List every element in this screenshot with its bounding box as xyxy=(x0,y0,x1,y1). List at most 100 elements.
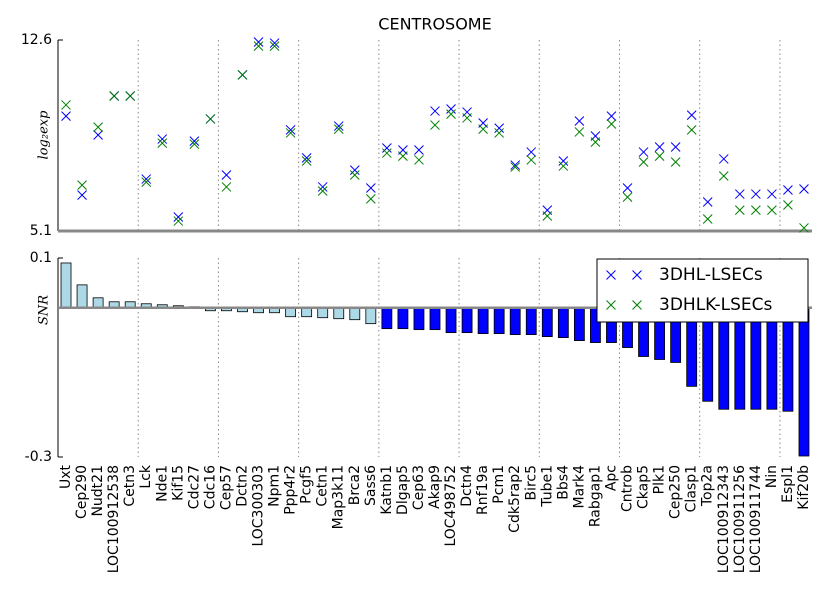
bar xyxy=(782,307,794,412)
y-tick-label: 12.6 xyxy=(21,32,52,48)
x-tick-label: Cntrob xyxy=(620,465,636,512)
marker xyxy=(189,136,200,146)
marker xyxy=(173,216,184,226)
bar xyxy=(557,307,569,339)
marker xyxy=(253,41,264,51)
marker xyxy=(446,109,456,119)
x-tick-label: Cep290 xyxy=(74,465,90,519)
x-tick-label: Nudt21 xyxy=(90,465,106,517)
x-tick-label: Cdc16 xyxy=(202,465,218,509)
x-tick-label: Nde1 xyxy=(154,465,170,502)
x-tick-label: Mark4 xyxy=(571,465,587,509)
bar xyxy=(60,262,72,309)
x-tick-label: Pcm1 xyxy=(491,465,507,504)
x-tick-label: Espl1 xyxy=(780,465,796,503)
marker xyxy=(606,119,617,129)
marker xyxy=(718,154,729,164)
x-tick-label: LOC100911744 xyxy=(748,465,764,573)
x-tick-label: Lck xyxy=(138,464,154,488)
marker xyxy=(173,212,184,222)
legend-label: 3DHLK-LSECs xyxy=(659,295,773,315)
bar xyxy=(477,307,489,335)
marker xyxy=(61,111,71,121)
bar xyxy=(750,307,762,410)
marker xyxy=(317,182,328,192)
x-tick-label: Clasp1 xyxy=(684,465,700,512)
marker xyxy=(285,125,296,135)
x-tick-label: Dlgap5 xyxy=(395,465,411,515)
marker xyxy=(77,190,87,200)
marker xyxy=(606,270,616,280)
marker xyxy=(638,147,649,157)
marker xyxy=(382,148,392,158)
marker xyxy=(221,170,232,180)
y-tick-label: -0.3 xyxy=(25,449,52,465)
marker xyxy=(574,127,585,137)
marker xyxy=(221,182,232,192)
y-tick-label: 0.1 xyxy=(30,250,52,266)
y-axis-label: SNR xyxy=(37,295,52,325)
x-tick-label: Dctn2 xyxy=(234,465,250,507)
x-tick-label: Plk1 xyxy=(652,465,668,494)
bar xyxy=(493,307,505,335)
marker xyxy=(590,137,601,147)
bar xyxy=(718,307,730,410)
bar xyxy=(92,297,104,309)
x-tick-label: Bbs4 xyxy=(555,465,571,500)
bar xyxy=(798,307,810,457)
x-tick-label: Top2a xyxy=(700,465,716,507)
bar xyxy=(365,307,377,325)
marker xyxy=(478,124,488,134)
marker xyxy=(632,270,642,280)
marker xyxy=(632,300,642,310)
x-tick-label: Map3k11 xyxy=(331,465,347,529)
marker xyxy=(125,91,136,101)
marker xyxy=(526,147,537,157)
x-tick-label: Brca2 xyxy=(347,465,363,505)
x-tick-label: Ppp4r2 xyxy=(283,465,299,515)
marker xyxy=(702,214,713,224)
marker xyxy=(670,142,681,152)
x-tick-label: LOC300303 xyxy=(251,465,267,547)
x-tick-label: Akap9 xyxy=(427,465,443,509)
marker xyxy=(205,114,216,124)
marker xyxy=(686,125,697,135)
bar xyxy=(349,307,361,321)
bar xyxy=(317,307,329,319)
marker xyxy=(157,138,168,148)
bar xyxy=(413,307,425,331)
x-tick-label: Uxt xyxy=(58,464,74,489)
x-tick-label: LOC498752 xyxy=(443,465,459,547)
x-tick-label: Cdk5rap2 xyxy=(507,465,523,533)
legend-label: 3DHL-LSECs xyxy=(659,265,763,285)
marker xyxy=(542,211,553,221)
marker xyxy=(622,192,633,202)
marker xyxy=(799,223,809,233)
x-tick-label: Birc5 xyxy=(523,465,539,501)
y-axis-label: log₂exp xyxy=(37,110,52,160)
marker xyxy=(734,189,745,199)
marker xyxy=(799,184,809,194)
x-tick-label: Cdc27 xyxy=(186,465,202,509)
marker xyxy=(93,122,103,132)
x-tick-label: LOC100912343 xyxy=(716,465,732,573)
marker xyxy=(622,183,633,193)
x-tick-label: Dctn4 xyxy=(459,465,475,507)
x-tick-label: Nin xyxy=(764,465,780,488)
marker xyxy=(269,38,280,48)
x-tick-label: Rabgap1 xyxy=(587,465,603,527)
marker xyxy=(558,156,569,166)
marker xyxy=(333,124,344,134)
x-tick-label: Katnb1 xyxy=(379,465,395,515)
marker xyxy=(750,205,761,215)
marker xyxy=(606,111,617,121)
marker xyxy=(365,194,376,204)
marker xyxy=(253,37,264,47)
bar xyxy=(766,307,778,410)
marker xyxy=(686,110,697,120)
marker xyxy=(333,121,344,131)
marker xyxy=(414,145,424,155)
marker xyxy=(734,205,745,215)
marker xyxy=(510,162,521,172)
